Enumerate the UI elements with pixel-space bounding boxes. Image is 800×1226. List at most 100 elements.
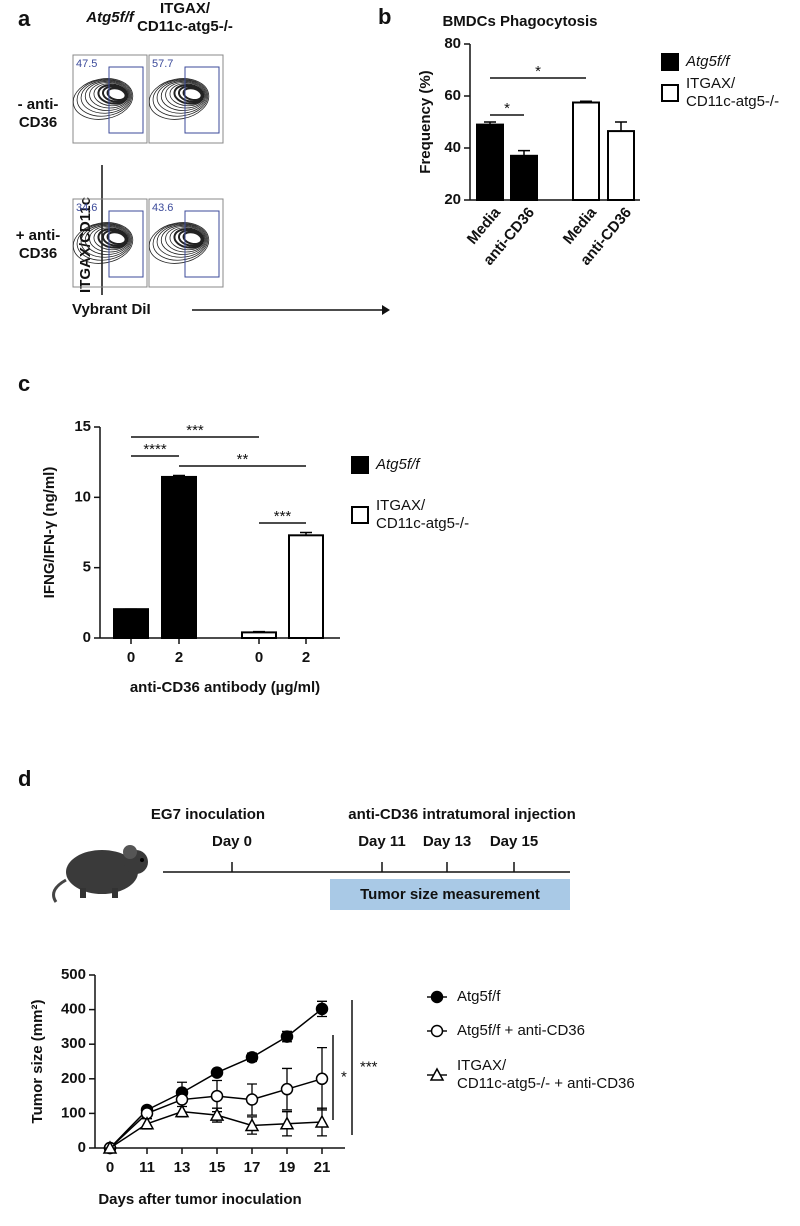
bar [241, 631, 277, 640]
x-tick-label: 13 [174, 1159, 191, 1176]
marker [430, 1024, 444, 1038]
gate-value: 57.7 [152, 58, 173, 70]
error-bar [484, 121, 496, 125]
y-tick-label: 200 [61, 1070, 86, 1087]
legend-swatch [351, 506, 369, 524]
y-tick-label: 100 [61, 1104, 86, 1121]
error-bar [173, 474, 185, 477]
contour [182, 231, 203, 246]
contour [80, 79, 132, 114]
legend-label: Atg5f/f [685, 53, 731, 70]
significance-label: * [535, 63, 541, 80]
y-axis-label: Frequency (%) [417, 70, 434, 173]
marker [244, 1117, 260, 1132]
contour [182, 87, 203, 102]
x-tick-label: 0 [106, 1159, 114, 1176]
y-tick-label: 60 [444, 87, 461, 104]
error-bar [518, 149, 530, 156]
legend-label: ITGAX/CD11c-atg5-/- [376, 497, 469, 532]
y-tick-label: 20 [444, 191, 461, 208]
measurement-box [330, 879, 570, 910]
legend-swatch [351, 456, 369, 474]
legend-label: ITGAX/CD11c-atg5-/- + anti-CD36 [457, 1057, 635, 1092]
y-tick-label: 400 [61, 1001, 86, 1018]
contour [76, 79, 133, 117]
contour [80, 223, 132, 258]
marker [279, 1116, 295, 1130]
gate-value: 43.6 [152, 202, 173, 214]
x-axis-label: Days after tumor inoculation [98, 1191, 301, 1208]
row-header: + anti-CD36 [16, 227, 61, 262]
gate [108, 210, 144, 278]
y-tick-label: 80 [444, 35, 461, 52]
x-tick-label: 11 [139, 1159, 155, 1176]
day-label: Day 15 [490, 833, 538, 850]
gate-value: 34.6 [76, 202, 97, 214]
y-tick-label: 10 [74, 488, 91, 505]
gate [184, 66, 220, 134]
row-header: - anti-CD36 [18, 96, 59, 131]
column-header: Atg5f/f [85, 9, 135, 26]
marker [174, 1104, 190, 1118]
error-bar [253, 630, 265, 633]
x-tick-label: 21 [314, 1159, 331, 1176]
error-bar [300, 531, 312, 536]
y-tick-label: 0 [78, 1139, 86, 1156]
contour [160, 80, 207, 111]
x-tick-label: 19 [279, 1159, 296, 1176]
marker [139, 1116, 155, 1130]
gate-value: 47.5 [76, 58, 97, 70]
y-axis-label: ITGAX/CD11c [77, 197, 94, 293]
panel-letter: b [378, 4, 391, 29]
error-bar [580, 100, 592, 103]
gate [108, 66, 144, 134]
day-label: Day 0 [212, 833, 252, 850]
x-tick-label: 0 [255, 649, 263, 666]
significance-label: *** [360, 1058, 378, 1075]
chart-title: BMDCs Phagocytosis [442, 13, 597, 30]
bar [510, 154, 538, 202]
significance-label: *** [186, 422, 204, 439]
flow-plot-frame [72, 198, 148, 288]
y-axis-label: IFNG/IFN-γ (ng/ml) [41, 467, 58, 599]
marker [280, 1030, 294, 1043]
panel-letter: d [18, 766, 31, 791]
legend-label: ITGAX/CD11c-atg5-/- [686, 75, 779, 110]
bar [476, 123, 504, 201]
y-tick-label: 5 [83, 559, 91, 576]
day-label: Day 13 [423, 833, 471, 850]
contour [156, 223, 208, 258]
x-axis-label: anti-CD36 antibody (µg/ml) [130, 679, 320, 696]
arrow-head [382, 305, 390, 315]
x-tick-label: 17 [244, 1159, 261, 1176]
error-bar [615, 121, 627, 132]
y-tick-label: 0 [83, 629, 91, 646]
y-axis-label: Tumor size (mm²) [29, 1000, 46, 1124]
contour [160, 224, 207, 255]
contour [106, 231, 127, 246]
x-tick-label: 2 [302, 649, 310, 666]
marker [210, 1066, 224, 1079]
x-tick-label: 15 [209, 1159, 226, 1176]
marker [209, 1107, 225, 1121]
y-tick-label: 40 [444, 139, 461, 156]
bar [288, 534, 324, 640]
contour [148, 78, 210, 120]
legend-label: Atg5f/f [457, 988, 501, 1005]
legend-label: Atg5f/f + anti-CD36 [457, 1022, 585, 1039]
bar [113, 608, 149, 639]
y-tick-label: 300 [61, 1035, 86, 1052]
contour [106, 87, 127, 102]
y-tick-label: 15 [74, 418, 91, 435]
column-header: ITGAX/CD11c-atg5-/- [137, 0, 233, 35]
contour [152, 79, 209, 117]
panel-letter: a [18, 6, 31, 31]
contour [148, 222, 210, 264]
contour [76, 223, 133, 261]
significance-label: * [341, 1068, 347, 1085]
x-tick-label: 2 [175, 649, 183, 666]
significance-label: **** [143, 441, 167, 458]
flow-plot-frame [148, 198, 224, 288]
bar [607, 130, 635, 202]
contour [84, 80, 131, 111]
